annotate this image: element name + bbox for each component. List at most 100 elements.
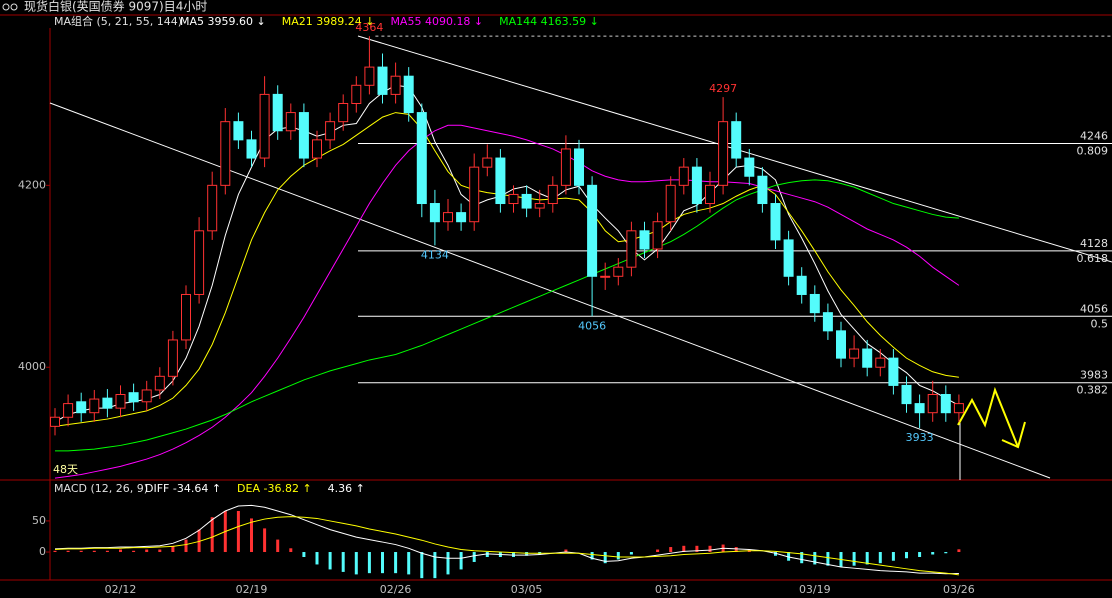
candle-body (220, 121, 231, 186)
fib-ratio: 0.809 (1077, 145, 1109, 158)
ma-legend: MA55 4090.18 ↓ (390, 15, 483, 28)
candle-body (547, 184, 558, 205)
x-tick-label: 03/05 (511, 583, 543, 596)
candle-body (626, 230, 637, 268)
candle-body (194, 230, 205, 295)
forecast-arrow (957, 386, 1026, 449)
ma-line (54, 84, 960, 423)
candle-body (587, 184, 598, 277)
ma-line (55, 179, 959, 452)
candle-body (416, 112, 427, 205)
fib-price: 4056 (1080, 302, 1108, 315)
candle-body (285, 112, 296, 132)
candle-body (705, 184, 715, 205)
candle-body (338, 102, 349, 123)
candle-body (167, 339, 178, 377)
fib-price: 3983 (1080, 369, 1108, 382)
candle-body (639, 230, 650, 250)
candle-body (128, 392, 139, 403)
candle-body (154, 375, 165, 391)
candle-body (521, 193, 532, 209)
candle-body (574, 148, 584, 186)
candle-body (665, 184, 676, 223)
candle-body (691, 166, 702, 205)
fib-price: 4246 (1080, 130, 1108, 143)
fib-ratio: 0.382 (1077, 384, 1109, 397)
candle-body (272, 93, 283, 132)
candle-body (600, 275, 611, 278)
candle-body (89, 398, 100, 414)
candle-body (233, 121, 244, 141)
ma-legend: MA21 3989.24 ↓ (282, 15, 375, 28)
candle-body (731, 121, 742, 159)
x-tick-label: 02/19 (236, 583, 268, 596)
ma-line (54, 112, 959, 427)
x-tick-label: 03/26 (943, 583, 975, 596)
fib-price: 4128 (1080, 237, 1108, 250)
candle-body (50, 416, 60, 427)
candle-body (429, 203, 440, 223)
frame (0, 14, 1112, 581)
low-label: 4056 (578, 319, 606, 332)
candle-body (953, 403, 964, 414)
candle-body (849, 348, 860, 359)
candle-body (757, 175, 768, 205)
macd-label: MACD (12, 26, 9) (54, 482, 148, 495)
candle-body (298, 112, 309, 159)
fib-ratio: 0.5 (1091, 317, 1109, 330)
candle-body (102, 397, 113, 409)
candle-body (770, 203, 781, 241)
candle-body (678, 166, 689, 186)
candle-body (534, 203, 545, 209)
candle-body (325, 121, 336, 141)
x-tick-label: 02/26 (380, 583, 412, 596)
macd-line (54, 504, 959, 575)
candle-body (495, 157, 506, 205)
ma-line (54, 124, 960, 479)
candle-body (259, 93, 270, 159)
candle-body (390, 75, 401, 95)
macd-legend: 4.36 ↑ (328, 482, 365, 495)
candle-body (456, 212, 467, 223)
x-tick-label: 02/12 (105, 583, 137, 596)
candle-body (822, 312, 833, 332)
candle-body (718, 121, 729, 186)
candle-body (560, 148, 571, 186)
candle-body (940, 394, 951, 414)
candle-body (115, 394, 126, 409)
low-label: 3933 (906, 431, 934, 444)
zigzag (957, 386, 1019, 448)
y-tick-label: 50 (32, 514, 46, 527)
candle-body (927, 394, 938, 414)
candle-body (809, 293, 820, 314)
trend-lines (49, 35, 1112, 480)
candle-body (744, 157, 755, 177)
high-label: 4297 (709, 82, 737, 95)
candle-body (836, 330, 846, 359)
y-tick-label: 4000 (18, 360, 46, 373)
macd-legend: DIFF -34.64 ↑ (145, 482, 221, 495)
ma-legend: MA144 4163.59 ↓ (499, 15, 599, 28)
low-label: 4134 (421, 248, 449, 261)
candle-body (914, 403, 925, 414)
trend-line (49, 102, 1051, 479)
icon-ring (2, 3, 10, 11)
candle-body (207, 184, 218, 232)
y-tick-label: 4200 (18, 178, 46, 191)
candle-body (796, 275, 807, 295)
candle-body (652, 221, 663, 250)
candle-body (63, 403, 74, 418)
candle-body (613, 266, 624, 277)
candle-body (443, 212, 453, 223)
candle-body (377, 66, 388, 95)
candle-body (76, 401, 87, 414)
high-label: 4364 (355, 21, 383, 34)
candle-body (875, 357, 886, 368)
ma-legend: MA5 3959.60 ↓ (180, 15, 266, 28)
candle-body (783, 239, 794, 277)
candle-body (351, 84, 362, 104)
ma-label: MA组合 (5, 21, 55, 144) (54, 14, 182, 28)
arrow-head (1001, 421, 1026, 449)
period-label: 48天 (53, 463, 78, 476)
